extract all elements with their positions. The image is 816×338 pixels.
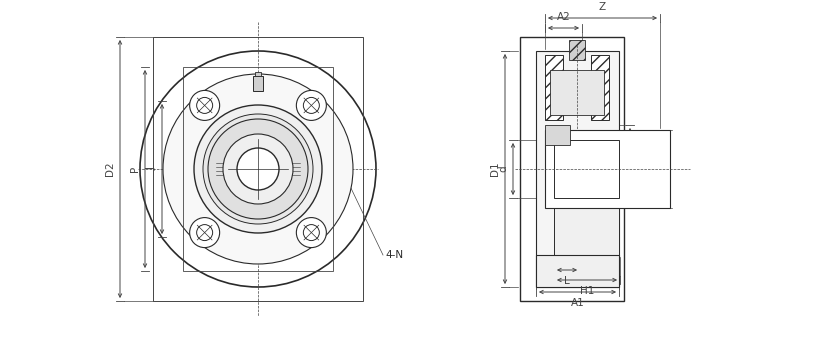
Bar (253, 76, 263, 91)
Circle shape (197, 97, 213, 114)
Circle shape (296, 218, 326, 247)
Text: d: d (498, 166, 508, 172)
Bar (536, 255, 619, 287)
Bar (255, 72, 261, 76)
Bar (569, 40, 585, 60)
Bar (545, 130, 670, 208)
Bar (183, 67, 333, 271)
Circle shape (163, 74, 353, 264)
Bar (545, 125, 570, 145)
Bar (520, 37, 624, 301)
Text: J: J (147, 168, 157, 170)
Circle shape (203, 114, 313, 224)
Circle shape (194, 105, 322, 233)
Text: P: P (130, 166, 140, 172)
Text: B: B (653, 165, 663, 173)
Text: S: S (635, 132, 645, 138)
Bar (554, 208, 619, 255)
Bar (550, 70, 604, 115)
Text: D1: D1 (490, 162, 500, 176)
Text: A2: A2 (557, 12, 570, 22)
Bar (153, 37, 363, 301)
Circle shape (140, 51, 376, 287)
Text: 4-N: 4-N (385, 250, 403, 260)
Bar (554, 140, 619, 198)
Text: D2: D2 (105, 162, 115, 176)
Circle shape (296, 91, 326, 120)
Bar (536, 51, 619, 287)
Circle shape (189, 218, 220, 247)
Text: L: L (564, 276, 570, 286)
Circle shape (237, 148, 279, 190)
Circle shape (208, 119, 308, 219)
Circle shape (189, 91, 220, 120)
Circle shape (304, 224, 319, 241)
Circle shape (304, 97, 319, 114)
Bar (545, 55, 563, 120)
Circle shape (223, 134, 293, 204)
Bar (591, 55, 609, 120)
Circle shape (197, 224, 213, 241)
Text: A1: A1 (570, 298, 584, 308)
Text: Z: Z (599, 2, 606, 12)
Text: H1: H1 (580, 286, 594, 296)
